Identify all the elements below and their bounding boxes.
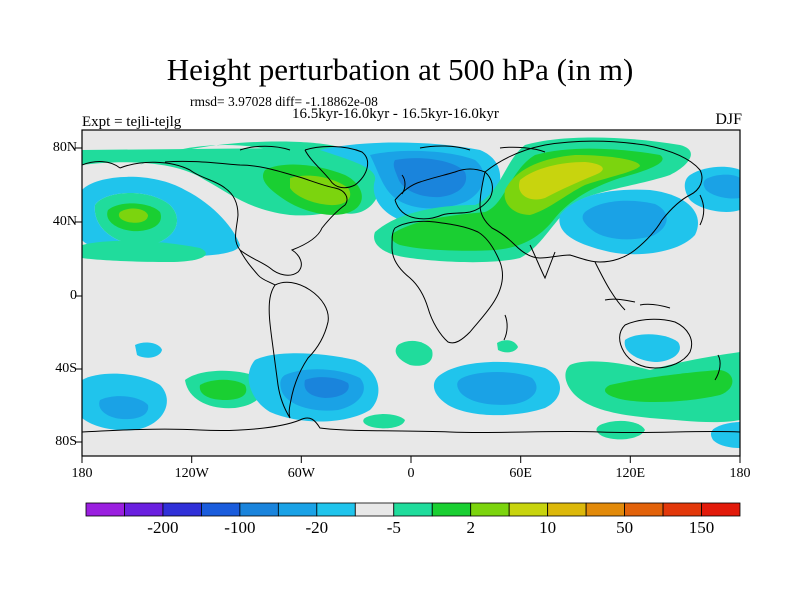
colorbar-swatch-10 [431,502,472,517]
colorbar-swatch-16 [662,502,702,517]
rmsd-diff-text: rmsd= 3.97028 diff= -1.18862e-08 [190,94,378,109]
colorbar-swatch-4 [201,502,241,517]
y-tick-label-80n: 80N [52,140,77,155]
y-tick-label-0: 0 [70,288,77,303]
contour-atlantic-positive [82,240,206,262]
contour-antarctic-negative [710,422,740,448]
colorbar-label: 2 [466,518,475,537]
colorbar-swatch-5 [239,502,279,517]
contour-pacific-negative [82,176,240,257]
contour-antarctic-positive [363,414,405,429]
colorbar-swatch-17 [701,502,741,517]
coast-indonesia [604,298,671,309]
colorbar-label: -20 [305,518,329,537]
coast-asia [479,140,703,263]
coast-arctic-islands [239,145,546,153]
y-tick-label-80s: 80S [55,434,77,449]
colorbar-swatch-11 [470,502,510,517]
colorbar-swatch-3 [162,502,202,517]
coast-australia [619,318,693,369]
colorbar-label: 50 [616,518,634,537]
colorbar-label: 10 [539,518,557,537]
coast-south-america [268,281,329,419]
contour-canada-positive-core [290,175,351,206]
contour-atlantic-s-positive [395,340,433,366]
colorbar-swatch-8 [354,502,395,517]
colorbar-label: -5 [386,518,401,537]
colorbar-label: -100 [224,518,256,537]
contour-indian-negative-mid [457,372,537,405]
x-tick-label-180e: 180 [729,466,751,481]
colorbar-swatch-14 [585,502,625,517]
coastline-layer [82,140,740,434]
tick-marks [75,147,741,463]
contour-se-pacific-negative-strong [304,377,349,398]
contour-ne-pacific-positive-core [118,208,148,223]
y-tick-label-40s: 40S [55,361,77,376]
x-tick-label-60w: 60W [287,466,315,481]
colorbar-swatch-2 [124,502,164,517]
contour-atlantic-s-positive2 [497,340,518,353]
contour-far-pacific-negative-mid [703,174,740,199]
colorbar-swatch-1 [85,502,125,517]
contour-s-ocean-positive-strong [605,370,733,403]
contour-asia-positive-max [519,162,603,200]
colorbar-label: 150 [688,518,715,537]
coast-new-zealand [714,354,721,381]
contour-s-pacific-negative-mid [99,396,149,420]
contour-sa-negative [135,342,162,358]
x-tick-label-60e: 60E [509,466,532,481]
map-area [82,130,740,456]
contour-europe-negative-strong [393,158,467,198]
colorbar-swatch-13 [547,502,587,517]
coast-uk [401,174,406,195]
colorbar-swatch-15 [624,502,664,517]
coast-greenland [304,146,369,189]
coast-europe [394,168,493,220]
coast-alaska [82,161,121,169]
coast-madagascar [503,314,508,341]
experiment-label: Expt = tejli-tejlg [82,114,182,130]
colorbar-swatch-12 [508,502,549,517]
x-tick-label-180w: 180 [71,466,93,481]
x-tick-label-120w: 120W [174,466,209,481]
coast-india [529,244,556,280]
contour-greenland-positive [140,141,380,214]
contour-s-pacific-positive-strong [199,379,247,400]
y-tick-label-40n: 40N [52,214,77,229]
colorbar [85,502,741,517]
coast-se-asia [594,261,626,311]
plot-title: Height perturbation at 500 hPa (in m) [166,52,634,87]
season-label: DJF [715,111,742,128]
contour-nw-pacific-negative-mid [582,200,667,240]
coast-central-america [239,249,276,286]
colorbar-label: -200 [147,518,179,537]
colorbar-swatch-9 [393,502,433,517]
x-tick-label-120e: 120E [615,466,646,481]
x-tick-label-0: 0 [407,466,415,481]
contour-australia-negative [624,334,680,362]
coast-africa [391,220,503,344]
coast-japan [699,194,705,226]
colorbar-swatch-7 [316,502,356,517]
contour-fill-layer [82,137,740,448]
contour-antarctic-positive2 [596,420,645,440]
coast-north-america [119,160,348,276]
coast-antarctica [82,417,740,434]
period-subtitle: 16.5kyr-16.0kyr - 16.5kyr-16.0kyr [292,106,499,122]
colorbar-swatch-6 [277,502,318,517]
